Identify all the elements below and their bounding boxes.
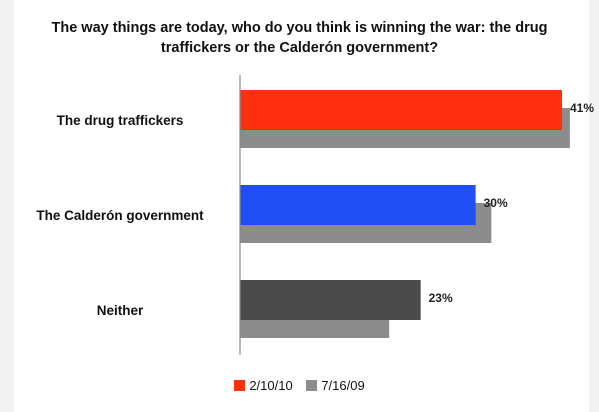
bar-2-10-10-cat-1 bbox=[240, 185, 476, 225]
labels-layer: 41% The drug traffickers 30% The Calderón g… bbox=[36, 101, 594, 318]
value-label: 30% bbox=[484, 196, 508, 210]
chart-title-line-1: The way things are today, who do you thi… bbox=[51, 20, 548, 36]
category-label: The Calderón government bbox=[36, 208, 204, 223]
value-label: 41% bbox=[570, 101, 594, 115]
chart-title-line-2: traffickers or the Calderón government? bbox=[160, 40, 439, 56]
legend-label: 2/10/10 bbox=[249, 378, 293, 393]
legend-swatch-red bbox=[234, 380, 246, 391]
legend-swatch-gray bbox=[306, 380, 318, 391]
bar-2-10-10-cat-2 bbox=[240, 280, 421, 320]
legend-item-2-10-10: 2/10/10 bbox=[234, 378, 293, 393]
bar-2-10-10-cat-0 bbox=[240, 90, 562, 130]
value-label: 23% bbox=[429, 291, 453, 305]
bars-layer bbox=[240, 90, 570, 338]
category-label: Neither bbox=[97, 303, 144, 318]
legend-item-7-16-09: 7/16/09 bbox=[306, 378, 365, 393]
legend-label: 7/16/09 bbox=[321, 378, 365, 393]
category-label: The drug traffickers bbox=[57, 113, 184, 128]
legend: 2/10/10 7/16/09 bbox=[0, 378, 599, 393]
chart-title: The way things are today, who do you thi… bbox=[0, 18, 599, 58]
